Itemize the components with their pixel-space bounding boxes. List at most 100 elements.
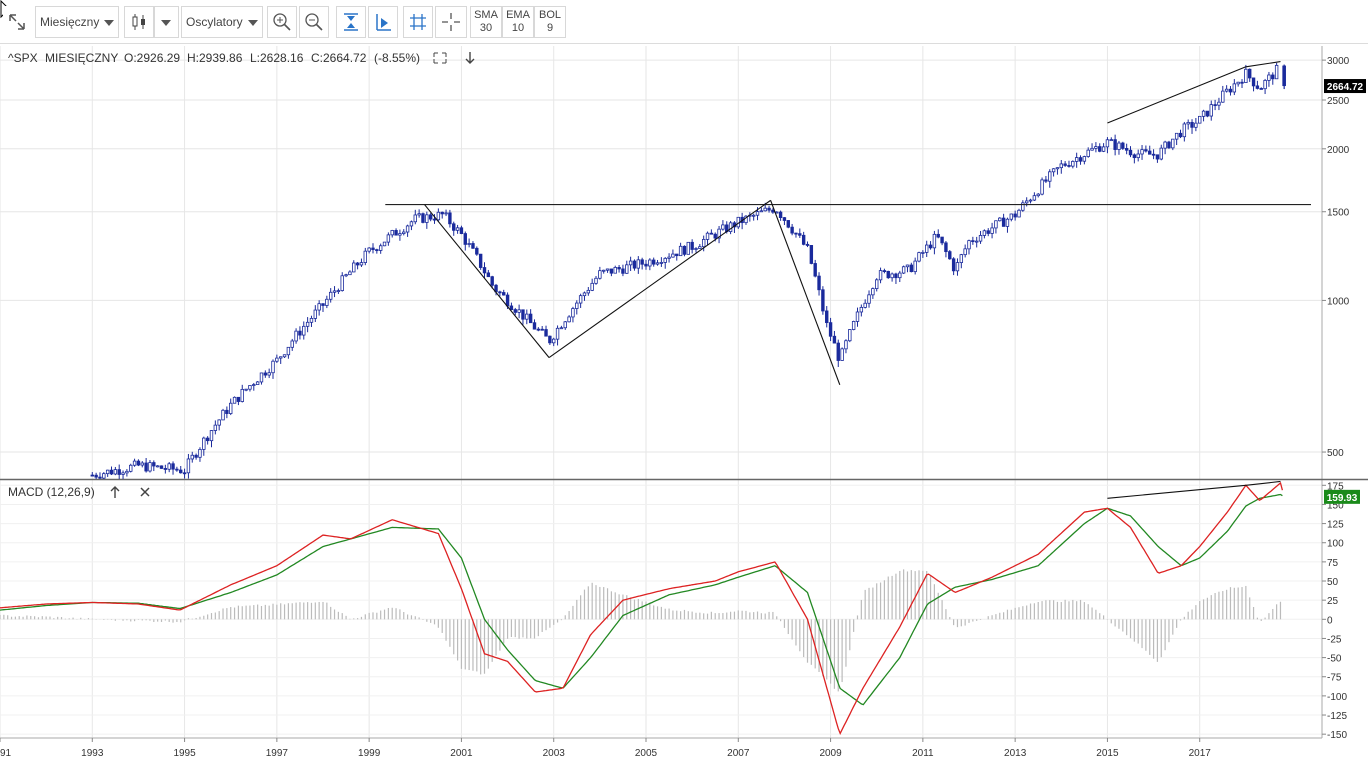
zoom-out-button[interactable]: [299, 6, 329, 38]
candle: [286, 346, 291, 356]
candle: [632, 260, 637, 269]
macd-title: MACD (12,26,9): [8, 485, 95, 499]
candle: [1167, 141, 1171, 149]
candle: [305, 321, 310, 327]
candle: [355, 262, 360, 266]
candle: [859, 306, 864, 313]
candle: [1232, 83, 1237, 93]
candle: [548, 335, 552, 344]
candle: [382, 241, 387, 247]
macd-badge-value: 159.93: [1327, 493, 1358, 504]
chart-type-button[interactable]: [124, 6, 154, 38]
candle: [1117, 142, 1121, 150]
candle: [198, 449, 202, 458]
price-tick-label: 3000: [1327, 56, 1350, 67]
ema-value: 10: [511, 22, 525, 34]
candle: [171, 463, 175, 470]
candle: [221, 409, 225, 421]
candle: [275, 357, 279, 362]
candle: [1209, 104, 1213, 117]
bol-button[interactable]: BOL 9: [534, 6, 566, 38]
candle: [448, 212, 452, 225]
candle: [1124, 148, 1129, 151]
candle: [840, 348, 844, 361]
fullscreen-icon: [433, 52, 447, 64]
candle: [1094, 146, 1098, 149]
candle: [475, 247, 479, 255]
chevron-down-icon: [104, 20, 114, 26]
candle: [1028, 199, 1033, 202]
candle: [521, 309, 525, 320]
candle: [898, 272, 902, 279]
candle: [244, 388, 248, 391]
zoom-in-icon: [273, 13, 291, 31]
candle: [321, 303, 325, 306]
oscillators-dropdown[interactable]: Oscylatory: [181, 6, 263, 38]
candle: [1017, 209, 1021, 218]
macd-tick-label: 75: [1327, 558, 1339, 569]
candle: [263, 372, 268, 376]
candle: [302, 325, 306, 336]
candle: [1005, 218, 1010, 227]
candle: [809, 245, 814, 264]
sma-button[interactable]: SMA 30: [470, 6, 502, 38]
price-tick-label: 1000: [1327, 296, 1350, 307]
time-tick-label: 2017: [1189, 748, 1212, 759]
chart-type-dropdown[interactable]: [154, 6, 179, 38]
grid-button[interactable]: [403, 6, 433, 38]
bol-label: BOL: [538, 9, 561, 21]
candle: [1198, 115, 1202, 124]
candle: [1155, 154, 1160, 160]
candle: [102, 473, 106, 479]
candle: [1148, 150, 1152, 155]
candle: [1190, 122, 1194, 128]
scroll-end-button[interactable]: [368, 6, 398, 38]
candle: [602, 269, 606, 272]
candle: [621, 268, 625, 274]
candle: [1044, 179, 1048, 182]
change-value: (-8.55%): [374, 51, 420, 65]
price-badge-value: 2664.72: [1327, 82, 1364, 93]
fit-chart-button[interactable]: [336, 6, 366, 38]
candle: [1163, 141, 1167, 149]
candle: [636, 259, 641, 269]
candle: [148, 462, 152, 472]
candle: [1224, 88, 1229, 92]
candle: [909, 264, 914, 273]
candle: [963, 248, 967, 256]
candle: [1121, 142, 1125, 149]
candle: [486, 272, 491, 278]
zoom-in-button[interactable]: [267, 6, 297, 38]
scroll-to-end-icon: [376, 14, 391, 31]
bol-value: 9: [546, 22, 554, 34]
candle: [413, 214, 417, 223]
time-tick-label: 2013: [1004, 748, 1027, 759]
candle: [925, 244, 929, 253]
candle: [136, 460, 141, 466]
candle: [194, 454, 198, 458]
candle: [1001, 217, 1006, 227]
candle: [386, 234, 391, 243]
candle: [701, 239, 706, 248]
candle: [698, 246, 702, 249]
candle: [559, 327, 564, 330]
candle: [821, 289, 825, 312]
candle: [951, 258, 956, 272]
candle: [598, 270, 602, 279]
macd-tick-label: -150: [1327, 730, 1347, 741]
interval-dropdown[interactable]: Miesięczny: [35, 6, 119, 38]
candle: [944, 242, 948, 253]
ema-button[interactable]: EMA 10: [502, 6, 534, 38]
candle: [1098, 146, 1102, 152]
candle: [129, 464, 133, 472]
oscillators-label: Oscylatory: [186, 15, 243, 29]
candle: [144, 462, 148, 472]
arrow-down-icon: [465, 52, 475, 64]
candle: [905, 264, 910, 268]
signal-line: [0, 493, 1283, 706]
candle: [175, 468, 179, 471]
expand-icon[interactable]: [3, 6, 31, 38]
candle: [590, 282, 594, 291]
crosshair-button[interactable]: [435, 6, 467, 38]
candle: [825, 310, 829, 324]
